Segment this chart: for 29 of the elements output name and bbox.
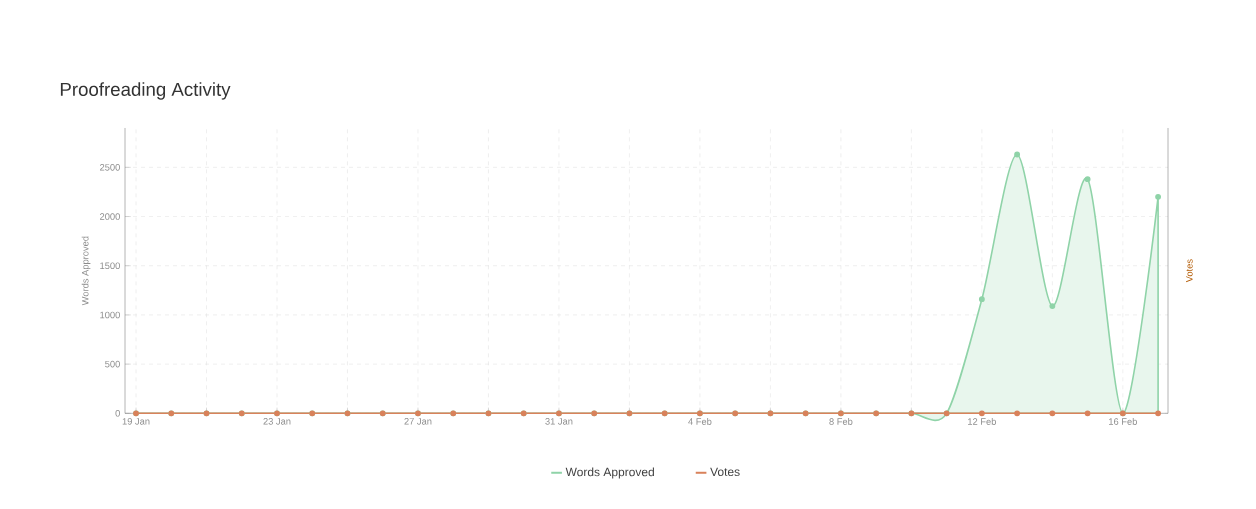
point [1049, 303, 1056, 310]
point [1084, 410, 1091, 417]
y-tick-label: 1000 [100, 311, 120, 319]
point [1014, 410, 1021, 417]
x-tick-label: 16 Feb [1109, 418, 1137, 425]
point [1049, 410, 1056, 417]
chart-title: Proofreading Activity [60, 82, 231, 100]
point [1084, 176, 1091, 183]
y-axis-title: Words Approved [81, 236, 91, 306]
legend-label: Votes [710, 467, 740, 477]
y-tick-label: 1500 [100, 262, 120, 270]
y-tick-label: 2000 [100, 213, 120, 220]
y-tick-label: 0 [115, 410, 120, 417]
legend-label: Words Approved [565, 467, 654, 479]
point [1014, 151, 1021, 158]
x-tick-label: 12 Feb [968, 418, 996, 425]
point [978, 296, 985, 303]
x-tick-label: 8 Feb [829, 418, 853, 425]
point [1155, 410, 1162, 417]
x-tick-label: 27 Jan [404, 418, 432, 425]
y2-axis-title: Votes [1186, 259, 1193, 283]
point [978, 410, 985, 417]
y-tick-label: 500 [105, 360, 120, 368]
x-tick-label: 4 Feb [688, 418, 712, 425]
x-tick-label: 19 Jan [122, 418, 150, 425]
point [1155, 193, 1162, 200]
x-tick-label: 23 Jan [263, 418, 291, 425]
y-tick-label: 2500 [100, 164, 120, 171]
x-tick-label: 31 Jan [545, 418, 573, 425]
